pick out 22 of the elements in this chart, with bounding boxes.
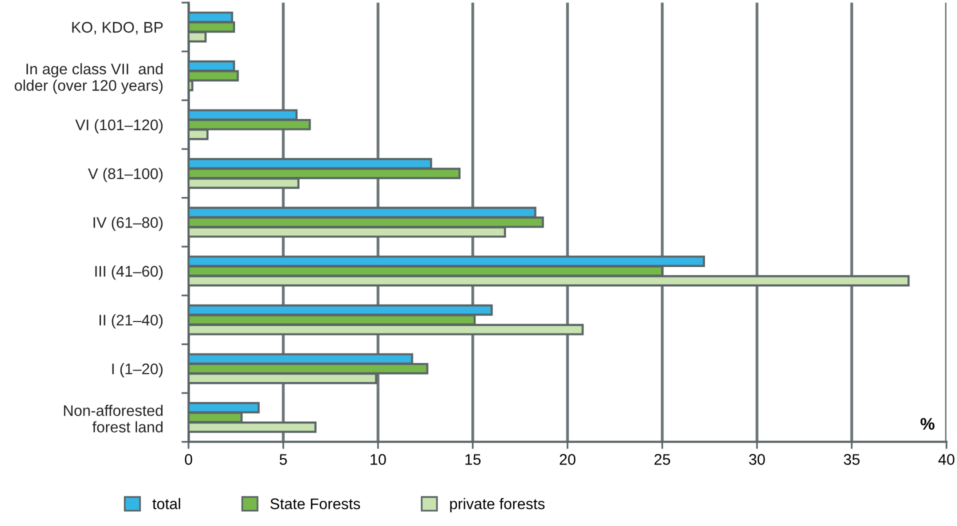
x-tick-label: 0 (184, 454, 192, 465)
x-tick-label: 20 (560, 454, 576, 465)
x-tick-label: 15 (465, 454, 481, 465)
legend-label: State Forests (270, 498, 360, 510)
y-tick-label: II (21–40) (100, 314, 163, 329)
legend-label: private forests (450, 498, 545, 512)
x-tick-label: 35 (844, 454, 860, 465)
legend-label: total (152, 498, 180, 510)
x-tick-label: 25 (654, 454, 670, 465)
x-tick-label: 10 (370, 454, 386, 465)
y-tick-label: In age class VII and older (over 120 years) (14, 63, 163, 94)
x-tick-label: 5 (280, 454, 287, 465)
y-tick-label: Non-afforested forest land (64, 404, 163, 432)
x-tick-label: 30 (749, 454, 765, 465)
y-tick-label: V (81–100) (88, 168, 163, 182)
y-tick-label: KO, KDO, BP (72, 22, 163, 35)
y-tick-label: VI (101–120) (75, 119, 163, 134)
y-tick-label: III (41–60) (95, 266, 163, 280)
y-tick-label: IV (61–80) (94, 216, 163, 231)
x-tick-label: 40 (938, 454, 954, 465)
annotation: % (920, 418, 934, 430)
y-tick-label: I (1–20) (112, 363, 163, 378)
